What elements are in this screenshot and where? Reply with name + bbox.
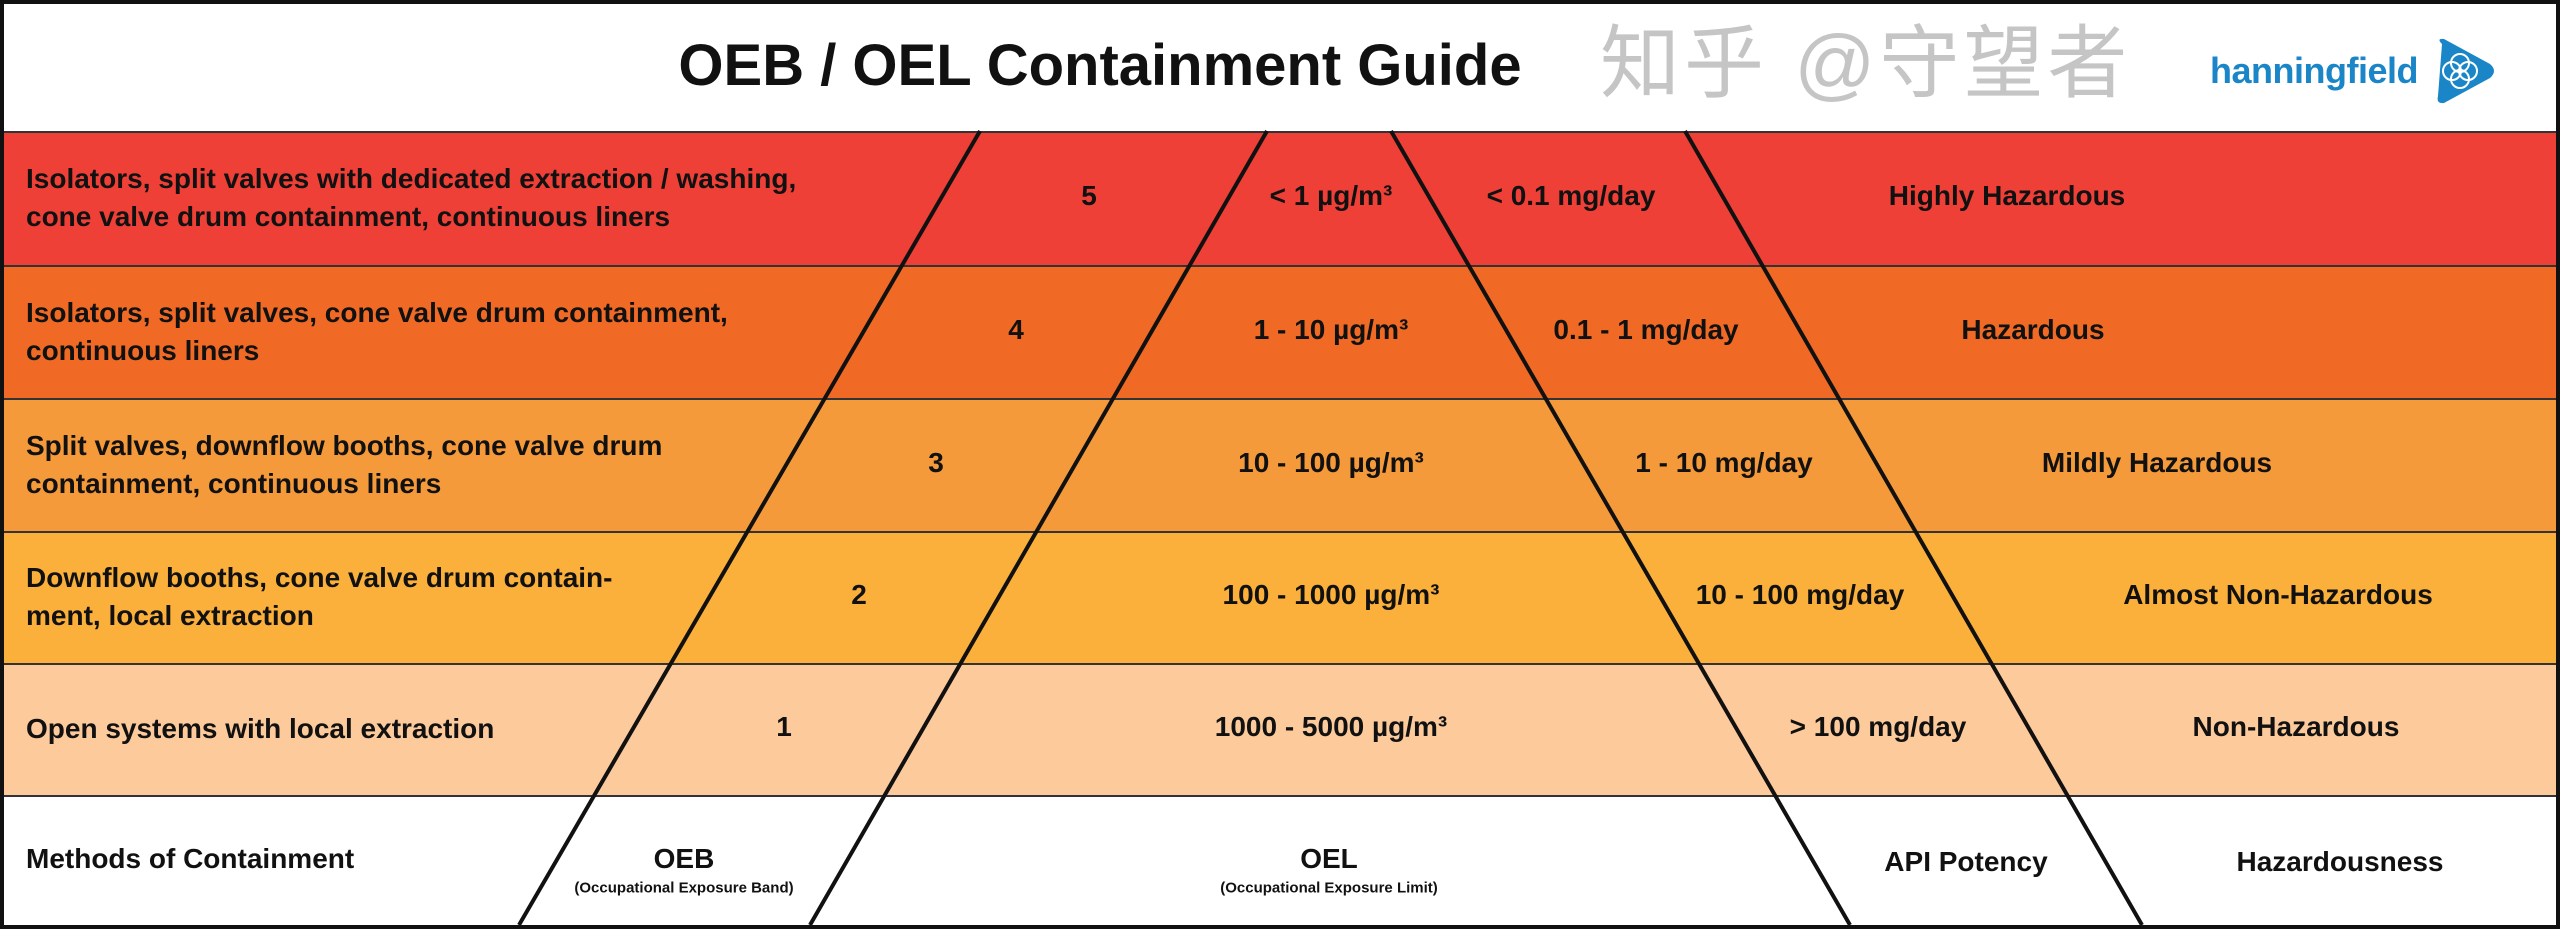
oeb-right-line xyxy=(808,130,1269,926)
method-line: Isolators, split valves, cone valve drum… xyxy=(26,296,728,328)
hazard-level: Almost Non-Hazardous xyxy=(2123,579,2433,610)
hazard-level: Highly Hazardous xyxy=(1888,180,2126,211)
oel-value: 1 - 10 µg/m³ xyxy=(1253,313,1409,345)
potency-value: > 100 mg/day xyxy=(1789,711,1967,742)
hazard-row-band xyxy=(4,265,2556,398)
oeb-value: 5 xyxy=(1081,180,1097,211)
footer-oeb-sub: (Occupational Exposure Band) xyxy=(574,879,794,897)
potency-value: < 0.1 mg/day xyxy=(1486,180,1656,211)
hazard-row-band xyxy=(4,531,2556,663)
logo-text: hanningfield xyxy=(2210,50,2418,91)
oel-value: 10 - 100 µg/m³ xyxy=(1238,446,1424,478)
potency-value: 10 - 100 mg/day xyxy=(1695,579,1905,610)
method-line: Open systems with local extraction xyxy=(26,713,495,744)
containment-method: Downflow booths, cone valve drum contain… xyxy=(26,559,612,635)
hazard-level: Non-Hazardous xyxy=(2192,711,2400,742)
oeb-left-line xyxy=(517,129,982,927)
method-line: Downflow booths, cone valve drum contain… xyxy=(26,562,613,593)
footer-row xyxy=(4,795,2556,925)
page-title: OEB / OEL Containment Guide xyxy=(678,33,1522,98)
footer-hazard-label: Hazardousness xyxy=(2236,846,2444,877)
containment-method: Open systems with local extraction xyxy=(26,710,494,748)
method-line: cone valve drum containment, continuous … xyxy=(26,201,671,232)
method-line: Isolators, split valves with dedicated e… xyxy=(26,163,797,194)
oeb-value: 1 xyxy=(776,711,792,742)
footer-methods-label: Methods of Containment xyxy=(26,843,355,874)
hazard-level: Mildly Hazardous xyxy=(2041,446,2273,478)
hazard-row-band xyxy=(4,131,2556,265)
oeb-value: 4 xyxy=(1008,313,1024,345)
method-line: containment, continuous liners xyxy=(26,467,442,499)
flower-triangle-icon xyxy=(2437,38,2494,104)
containment-method: Isolators, split valves, cone valve drum… xyxy=(26,294,728,370)
footer-oeb-label: OEB xyxy=(653,843,715,874)
potency-left-line xyxy=(1389,129,1852,927)
hazard-level: Hazardous xyxy=(1961,313,2105,345)
oel-value: 100 - 1000 µg/m³ xyxy=(1222,579,1440,610)
containment-method: Split valves, downflow booths, cone valv… xyxy=(26,427,662,503)
footer-oel-label: OEL xyxy=(1300,843,1358,874)
footer-potency-label: API Potency xyxy=(1884,846,2048,877)
potency-value: 0.1 - 1 mg/day xyxy=(1553,313,1739,345)
oel-value: 1000 - 5000 µg/m³ xyxy=(1214,711,1448,742)
watermark: 知乎 @守望者 xyxy=(1600,19,2132,108)
oel-value: < 1 µg/m³ xyxy=(1269,180,1393,211)
oeb-value: 3 xyxy=(928,446,944,478)
method-line: continuous liners xyxy=(26,334,260,366)
hanningfield-logo: hanningfield xyxy=(2210,36,2500,106)
potency-right-line xyxy=(1683,130,2144,926)
oeb-value: 2 xyxy=(851,579,867,610)
hazard-row-band xyxy=(4,398,2556,531)
footer-oel-sub: (Occupational Exposure Limit) xyxy=(1220,879,1438,897)
potency-value: 1 - 10 mg/day xyxy=(1635,446,1813,478)
hazard-row-band xyxy=(4,663,2556,795)
method-line: Split valves, downflow booths, cone valv… xyxy=(26,429,663,461)
containment-method: Isolators, split valves with dedicated e… xyxy=(26,160,796,236)
method-line: ment, local extraction xyxy=(26,600,314,631)
